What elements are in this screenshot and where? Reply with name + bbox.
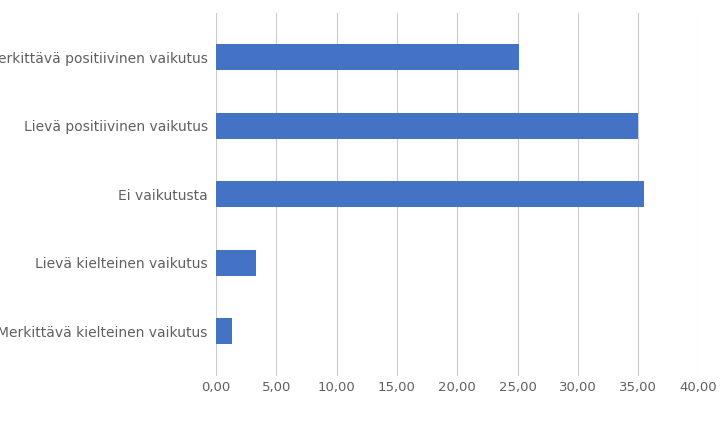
Bar — [216, 318, 232, 344]
Bar — [216, 113, 638, 139]
Bar — [216, 250, 256, 276]
Bar — [216, 181, 644, 207]
Bar — [216, 44, 518, 70]
